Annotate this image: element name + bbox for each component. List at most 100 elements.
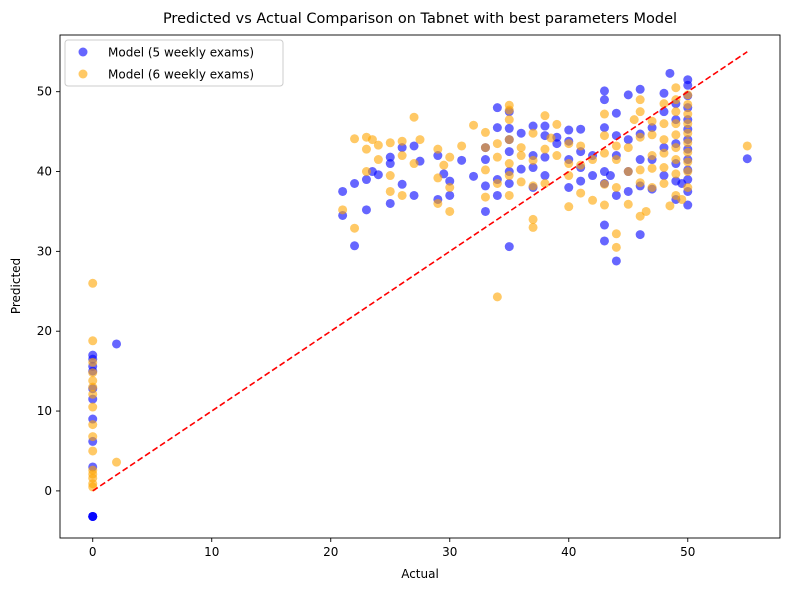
data-point bbox=[445, 206, 455, 216]
data-point bbox=[88, 446, 98, 456]
data-point bbox=[361, 205, 371, 215]
data-point bbox=[611, 256, 621, 266]
data-point bbox=[492, 190, 502, 200]
data-point bbox=[367, 135, 377, 145]
data-point bbox=[516, 151, 526, 161]
data-point bbox=[373, 140, 383, 150]
data-point bbox=[683, 157, 693, 167]
data-point bbox=[599, 236, 609, 246]
data-point bbox=[492, 103, 502, 113]
legend-marker-series-1 bbox=[78, 47, 88, 57]
data-point bbox=[659, 179, 669, 188]
data-point bbox=[385, 159, 395, 169]
data-point bbox=[564, 139, 574, 149]
data-point bbox=[492, 139, 502, 149]
data-point bbox=[552, 139, 562, 149]
data-point bbox=[433, 173, 443, 183]
x-tick-label: 50 bbox=[680, 545, 695, 559]
data-point bbox=[564, 202, 574, 212]
reference-line-layer bbox=[92, 51, 748, 492]
data-point bbox=[480, 181, 490, 191]
data-point bbox=[528, 181, 538, 191]
data-point bbox=[599, 86, 609, 96]
data-point bbox=[415, 135, 425, 145]
data-point bbox=[88, 368, 98, 378]
data-point bbox=[564, 159, 574, 169]
data-point bbox=[647, 163, 657, 173]
data-point bbox=[647, 123, 657, 133]
data-point bbox=[480, 192, 490, 202]
data-point bbox=[635, 230, 645, 240]
data-point bbox=[683, 138, 693, 148]
data-point bbox=[88, 465, 98, 475]
data-point bbox=[576, 160, 586, 170]
data-point bbox=[492, 152, 502, 162]
data-point bbox=[647, 151, 657, 161]
data-point bbox=[480, 165, 490, 175]
data-point bbox=[516, 128, 526, 138]
y-tick-label: 0 bbox=[44, 484, 52, 498]
data-point bbox=[88, 278, 98, 288]
data-point bbox=[635, 84, 645, 94]
data-point bbox=[683, 109, 693, 119]
data-point bbox=[88, 432, 98, 442]
x-axis-label: Actual bbox=[401, 567, 439, 581]
data-point bbox=[677, 194, 687, 204]
data-point bbox=[635, 178, 645, 188]
data-point bbox=[576, 188, 586, 198]
data-point bbox=[88, 402, 98, 412]
data-point bbox=[623, 90, 633, 100]
data-point bbox=[445, 176, 455, 186]
data-point bbox=[611, 155, 621, 165]
data-point bbox=[623, 199, 633, 209]
data-point bbox=[504, 147, 514, 157]
data-point bbox=[385, 186, 395, 196]
data-point bbox=[635, 132, 645, 142]
data-point bbox=[540, 121, 550, 131]
data-point bbox=[528, 155, 538, 165]
x-tick-label: 10 bbox=[204, 545, 219, 559]
data-point bbox=[469, 171, 479, 181]
data-point bbox=[659, 148, 669, 158]
data-point bbox=[611, 108, 621, 118]
data-point bbox=[683, 119, 693, 129]
data-point bbox=[433, 151, 443, 161]
data-point bbox=[469, 120, 479, 130]
data-point bbox=[385, 152, 395, 162]
y-tick-label: 30 bbox=[37, 244, 52, 258]
data-point bbox=[623, 186, 633, 196]
data-point bbox=[623, 135, 633, 145]
data-point bbox=[504, 171, 514, 181]
data-point bbox=[540, 179, 550, 188]
data-point bbox=[373, 155, 383, 165]
data-point bbox=[504, 242, 514, 252]
data-point bbox=[338, 186, 348, 196]
data-point bbox=[659, 119, 669, 129]
data-point bbox=[492, 179, 502, 188]
data-point bbox=[576, 141, 586, 151]
data-point bbox=[659, 135, 669, 145]
data-point bbox=[647, 183, 657, 192]
data-point bbox=[516, 177, 526, 187]
data-point bbox=[599, 200, 609, 210]
data-point bbox=[671, 83, 681, 93]
data-point bbox=[540, 152, 550, 162]
data-point bbox=[552, 119, 562, 129]
data-point bbox=[112, 457, 122, 467]
plot-area bbox=[60, 35, 780, 538]
data-point bbox=[409, 112, 419, 122]
data-point bbox=[647, 116, 657, 126]
data-point bbox=[373, 170, 383, 180]
data-point bbox=[599, 220, 609, 230]
chart-title: Predicted vs Actual Comparison on Tabnet… bbox=[163, 11, 677, 27]
data-point bbox=[88, 382, 98, 392]
data-point bbox=[397, 143, 407, 153]
data-point bbox=[671, 130, 681, 140]
data-point bbox=[350, 241, 360, 251]
data-point bbox=[540, 171, 550, 181]
y-tick-label: 50 bbox=[37, 85, 52, 99]
data-point bbox=[361, 144, 371, 154]
data-point bbox=[361, 175, 371, 185]
data-point bbox=[457, 155, 467, 165]
